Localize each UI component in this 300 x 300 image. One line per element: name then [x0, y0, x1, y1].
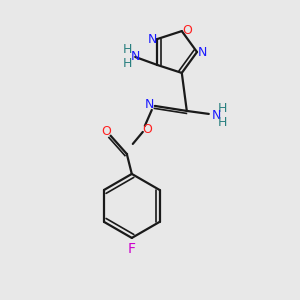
Text: N: N	[148, 33, 157, 46]
Text: N: N	[145, 98, 154, 111]
Text: N: N	[197, 46, 207, 59]
Text: H: H	[218, 116, 227, 129]
Text: H: H	[122, 44, 132, 56]
Text: N: N	[130, 50, 140, 63]
Text: O: O	[101, 125, 111, 138]
Text: H: H	[122, 57, 132, 70]
Text: F: F	[128, 242, 136, 256]
Text: O: O	[142, 123, 152, 136]
Text: N: N	[212, 110, 221, 122]
Text: H: H	[218, 102, 227, 116]
Text: O: O	[182, 24, 192, 37]
